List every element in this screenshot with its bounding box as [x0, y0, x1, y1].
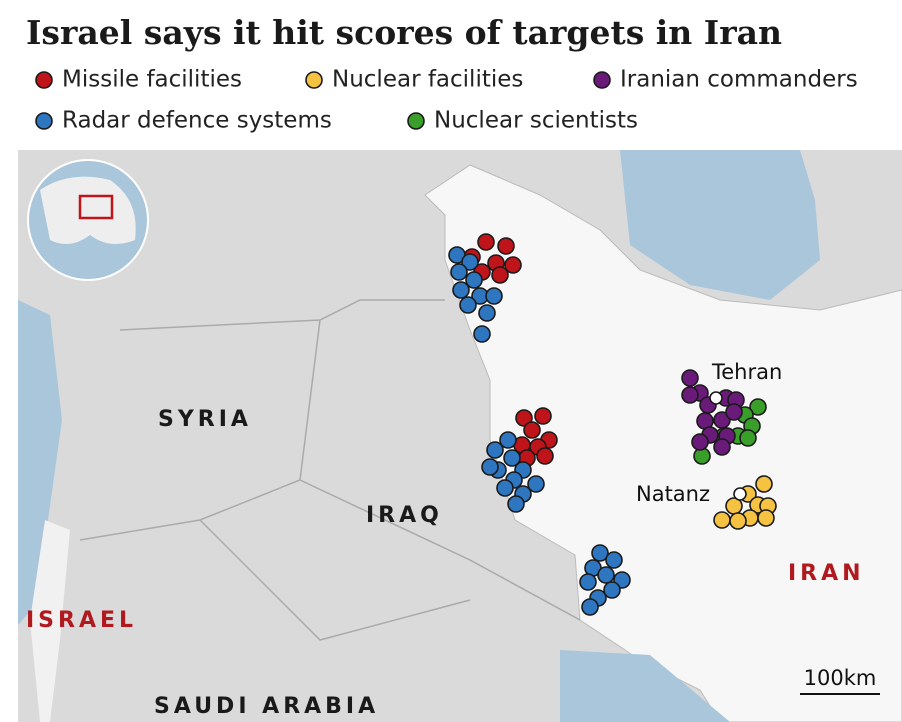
scale-label: 100km [804, 666, 877, 690]
target-marker [605, 551, 623, 569]
caspian-sea [620, 150, 820, 300]
country-label: SYRIA [158, 407, 252, 432]
globe-land [40, 176, 136, 244]
legend-swatch [593, 71, 611, 89]
target-marker [713, 411, 731, 429]
legend-swatch [305, 71, 323, 89]
target-marker [459, 296, 477, 314]
target-marker [477, 233, 495, 251]
legend-swatch [35, 112, 53, 130]
country-label: IRAQ [366, 503, 443, 528]
city-marker [709, 391, 723, 405]
target-marker [504, 256, 522, 274]
target-marker [481, 458, 499, 476]
legend-label: Missile facilities [62, 67, 242, 93]
target-marker [681, 369, 699, 387]
persian-gulf [560, 650, 730, 722]
legend-swatch [35, 71, 53, 89]
mediterranean [18, 300, 62, 625]
borders [79, 299, 581, 641]
country-label: IRAN [788, 561, 865, 586]
legend-label: Nuclear facilities [332, 67, 523, 93]
target-marker [486, 441, 504, 459]
markers [448, 233, 777, 616]
country-label: SAUDI ARABIA [154, 694, 379, 719]
legend-label: Nuclear scientists [434, 108, 638, 134]
city-label: Tehran [711, 360, 782, 384]
title: Israel says it hit scores of targets in … [26, 13, 782, 52]
target-marker [681, 386, 699, 404]
target-marker [749, 398, 767, 416]
target-marker [527, 475, 545, 493]
target-marker [491, 266, 509, 284]
target-marker [452, 281, 470, 299]
city-marker [733, 487, 747, 501]
target-marker [465, 271, 483, 289]
legend-label: Iranian commanders [620, 67, 858, 93]
target-marker [534, 407, 552, 425]
target-marker [597, 566, 615, 584]
target-marker [478, 304, 496, 322]
target-marker [739, 429, 757, 447]
legend-label: Radar defence systems [62, 108, 332, 134]
target-marker [536, 447, 554, 465]
israel-region [30, 520, 70, 722]
target-marker [523, 421, 541, 439]
target-marker [691, 433, 709, 451]
target-marker [496, 479, 514, 497]
target-marker [729, 512, 747, 530]
target-marker [507, 495, 525, 513]
target-marker [497, 237, 515, 255]
target-marker [450, 263, 468, 281]
target-marker [473, 325, 491, 343]
target-marker [499, 431, 517, 449]
target-marker [581, 598, 599, 616]
target-marker [603, 581, 621, 599]
globe-highlight [78, 194, 114, 220]
legend-swatch [407, 112, 425, 130]
target-marker [757, 509, 775, 527]
legend: Missile facilities Nuclear facilities Iran… [35, 67, 858, 134]
map [18, 150, 902, 722]
city-label: Natanz [636, 482, 710, 506]
target-marker [485, 287, 503, 305]
target-marker [713, 438, 731, 456]
target-marker [503, 449, 521, 467]
target-marker [755, 475, 773, 493]
target-marker [591, 544, 609, 562]
iran-region [424, 164, 902, 722]
target-marker [579, 573, 597, 591]
target-marker [461, 253, 479, 271]
target-marker [515, 409, 533, 427]
target-marker [713, 511, 731, 529]
country-label: ISRAEL [26, 608, 137, 633]
target-marker [725, 403, 743, 421]
